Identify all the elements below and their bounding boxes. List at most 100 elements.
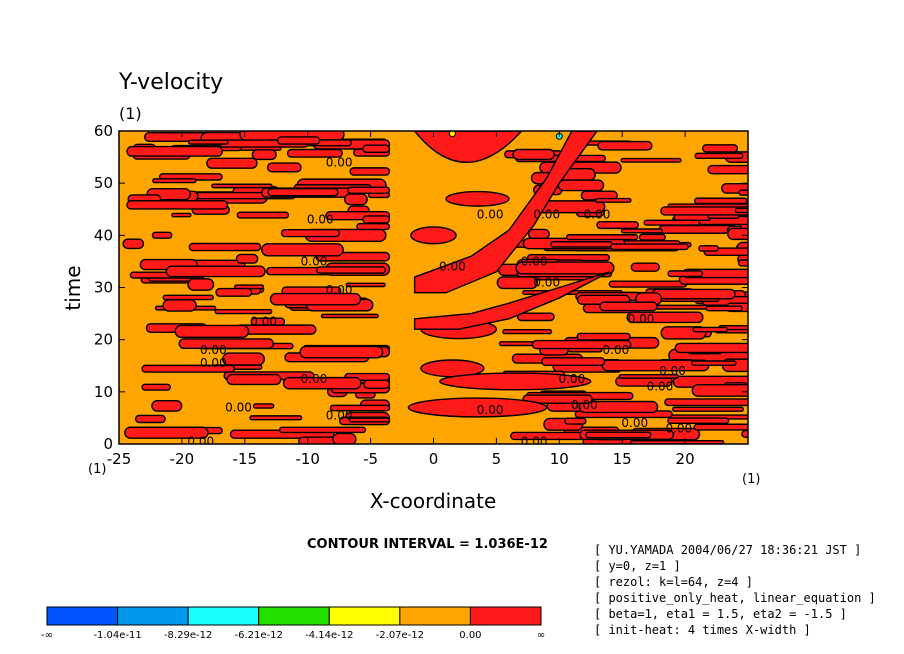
red-streak bbox=[671, 406, 745, 412]
plot-area: 0.000.000.000.000.000.000.000.000.000.00… bbox=[119, 131, 748, 448]
diagonal-band bbox=[413, 131, 598, 294]
red-streak bbox=[282, 376, 362, 390]
top-arch bbox=[413, 131, 523, 163]
red-streak bbox=[599, 301, 658, 312]
top-yellow-spot bbox=[448, 131, 456, 138]
red-streak bbox=[609, 243, 689, 251]
x-tick-label: 15 bbox=[613, 450, 632, 468]
x-tick-label: 5 bbox=[492, 450, 502, 468]
red-streak bbox=[151, 231, 173, 239]
red-streak bbox=[226, 373, 282, 386]
red-blob bbox=[439, 372, 592, 391]
x-tick-label: -5 bbox=[363, 450, 378, 468]
red-streak bbox=[187, 139, 229, 145]
red-streak bbox=[707, 164, 748, 175]
info-line: [ init-heat: 4 times X-width ] bbox=[594, 623, 811, 637]
contour-label: 0.00 bbox=[559, 372, 586, 386]
contour-label: 0.00 bbox=[301, 372, 328, 386]
red-streak bbox=[252, 403, 275, 409]
red-streak bbox=[267, 187, 339, 197]
contour-interval: CONTOUR INTERVAL = 1.036E-12 bbox=[307, 537, 548, 552]
red-streak bbox=[266, 162, 302, 173]
red-streak bbox=[329, 404, 391, 412]
red-streak bbox=[618, 373, 680, 379]
x-axis: -25 -20 -15 -10 -5 0 5 10 15 20 bbox=[107, 131, 695, 468]
info-line: [ rezol: k=l=64, z=4 ] bbox=[594, 575, 753, 589]
red-blob bbox=[445, 190, 510, 207]
red-streak bbox=[630, 262, 660, 272]
contour-label: 0.00 bbox=[326, 283, 353, 297]
red-streak bbox=[496, 276, 538, 290]
legend-label: -∞ bbox=[41, 630, 53, 641]
red-streak bbox=[594, 197, 632, 203]
chart-subtitle: (1) bbox=[119, 104, 142, 123]
color-legend: -∞ -1.04e-11 -8.29e-12 -6.21e-12 -4.14e-12 -2… bbox=[41, 606, 545, 641]
red-streak bbox=[693, 197, 748, 205]
red-streak bbox=[564, 417, 587, 425]
info-block: [ YU.YAMADA 2004/06/27 18:36:21 JST ] [ y… bbox=[594, 543, 876, 637]
contour-label: 0.00 bbox=[659, 364, 686, 378]
contour-label: 0.00 bbox=[200, 343, 227, 357]
red-streak bbox=[286, 148, 343, 158]
red-streak bbox=[126, 200, 229, 210]
legend-label: -1.04e-11 bbox=[93, 630, 141, 641]
legend-swatch bbox=[328, 606, 401, 626]
center-structures bbox=[407, 131, 610, 418]
red-streak bbox=[269, 292, 362, 306]
x-tick-label: -20 bbox=[170, 450, 195, 468]
red-streak bbox=[152, 178, 197, 184]
red-streak bbox=[693, 423, 748, 431]
red-streak bbox=[691, 383, 748, 397]
red-streak bbox=[251, 149, 277, 161]
y-tick-label: 0 bbox=[103, 435, 113, 453]
contour-label: 0.00 bbox=[533, 275, 560, 289]
red-streak bbox=[165, 265, 266, 278]
contour-label: 0.00 bbox=[571, 398, 598, 412]
legend-label: -6.21e-12 bbox=[235, 630, 283, 641]
info-line: [ positive_only_heat, linear_equation ] bbox=[594, 591, 876, 605]
contour-label: 0.00 bbox=[521, 254, 548, 268]
contour-label: 0.00 bbox=[301, 254, 328, 268]
red-streak bbox=[701, 144, 739, 153]
legend-label: -2.07e-12 bbox=[376, 630, 424, 641]
red-streak bbox=[512, 148, 555, 161]
contour-label: 0.00 bbox=[326, 155, 353, 169]
red-streak bbox=[299, 345, 384, 359]
legend-label: -4.14e-12 bbox=[305, 630, 353, 641]
red-streak bbox=[597, 140, 653, 151]
legend-swatch bbox=[46, 606, 119, 626]
contour-label: 0.00 bbox=[621, 416, 648, 430]
contour-label: 0.00 bbox=[665, 421, 692, 435]
contour-label: 0.00 bbox=[225, 400, 252, 414]
red-streak bbox=[162, 294, 214, 301]
contour-label: 0.00 bbox=[533, 207, 560, 221]
red-blob bbox=[407, 397, 548, 418]
legend-label: 0.00 bbox=[459, 630, 481, 641]
red-streak bbox=[134, 414, 166, 424]
legend-label: -8.29e-12 bbox=[164, 630, 212, 641]
contour-label: 0.00 bbox=[187, 434, 214, 448]
red-streak bbox=[596, 220, 639, 230]
red-streak bbox=[727, 227, 748, 241]
red-streak bbox=[738, 189, 748, 196]
contour-label: 0.00 bbox=[647, 380, 674, 394]
red-streak bbox=[332, 432, 357, 444]
legend-swatch bbox=[117, 606, 189, 626]
contour-label: 0.00 bbox=[307, 213, 334, 227]
red-streak bbox=[658, 224, 738, 234]
red-streak bbox=[694, 152, 744, 160]
red-streak bbox=[141, 364, 236, 373]
red-streak bbox=[348, 417, 391, 423]
y-axis: 0 10 20 30 40 50 60 bbox=[94, 122, 748, 453]
red-streak bbox=[187, 278, 215, 291]
contour-label: 0.00 bbox=[200, 356, 227, 370]
red-streak bbox=[211, 183, 273, 189]
legend-swatch bbox=[258, 606, 330, 626]
red-streak bbox=[643, 219, 701, 226]
red-streak bbox=[576, 332, 631, 341]
red-streak bbox=[345, 282, 386, 288]
red-streak bbox=[734, 207, 748, 214]
red-streak bbox=[620, 157, 682, 163]
red-streak bbox=[151, 400, 183, 412]
y-tick-label: 60 bbox=[94, 122, 113, 140]
